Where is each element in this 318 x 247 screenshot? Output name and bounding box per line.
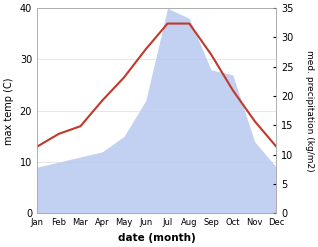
X-axis label: date (month): date (month) [118,233,196,243]
Y-axis label: med. precipitation (kg/m2): med. precipitation (kg/m2) [305,50,314,172]
Y-axis label: max temp (C): max temp (C) [4,77,14,144]
